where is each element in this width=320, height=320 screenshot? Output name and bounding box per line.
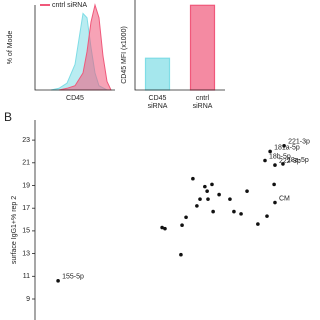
point-label: 18a-5p: [287, 157, 309, 164]
y-tick-label: 13: [22, 250, 30, 257]
point: [180, 223, 184, 228]
point: [205, 189, 209, 193]
point: [56, 279, 60, 283]
point-label: 181a-5p: [274, 144, 300, 151]
x-tick-label: cntrl siRNA: [193, 95, 213, 110]
point: [191, 176, 195, 181]
y-tick-label: 11: [23, 273, 30, 280]
y-tick-label: 9: [26, 296, 30, 303]
point-label: 155-5p: [62, 274, 84, 281]
y-tick-label: 17: [22, 205, 30, 212]
point: [210, 182, 214, 187]
y-tick-label: 23: [22, 137, 30, 144]
point: [268, 149, 272, 154]
point: [211, 209, 215, 214]
point-label: CM: [279, 195, 290, 202]
point: [179, 252, 183, 257]
bar: [144, 57, 171, 91]
legend-label: cntrl siRNA: [52, 2, 87, 9]
y-tick-label: 21: [22, 160, 30, 167]
point: [217, 192, 221, 197]
point: [184, 215, 188, 220]
point: [272, 182, 276, 187]
point: [163, 226, 167, 231]
point: [263, 158, 267, 163]
y-tick-label: 15: [22, 228, 30, 235]
y-axis-label: % of Mode: [7, 31, 14, 65]
point: [282, 143, 286, 148]
axes: [134, 0, 225, 91]
point: [195, 204, 199, 208]
x-axis-label: CD45: [66, 95, 84, 102]
point: [206, 197, 210, 201]
point: [256, 222, 260, 226]
point: [198, 197, 202, 201]
point-label: 222-3p: [279, 158, 301, 165]
histogram-area: [58, 3, 112, 91]
panel-label: B: [4, 110, 12, 124]
bar: [189, 4, 216, 91]
point: [273, 163, 277, 167]
point: [281, 162, 285, 166]
point: [273, 200, 277, 205]
point: [228, 197, 232, 201]
y-axis-label: surface IgG1+% rep 2: [11, 196, 18, 264]
point: [232, 209, 236, 214]
point: [265, 214, 269, 218]
point: [245, 189, 249, 193]
point: [203, 184, 207, 189]
point-label: 221-3p: [288, 139, 310, 146]
point-label: 18b-5p: [269, 153, 291, 160]
y-tick-label: 19: [22, 182, 30, 189]
x-tick-label: CD45 siRNA: [148, 95, 168, 110]
axes: [34, 5, 115, 91]
y-axis-label: CD45 MFI (x1000): [121, 26, 128, 84]
point: [239, 212, 243, 216]
point: [160, 225, 164, 230]
